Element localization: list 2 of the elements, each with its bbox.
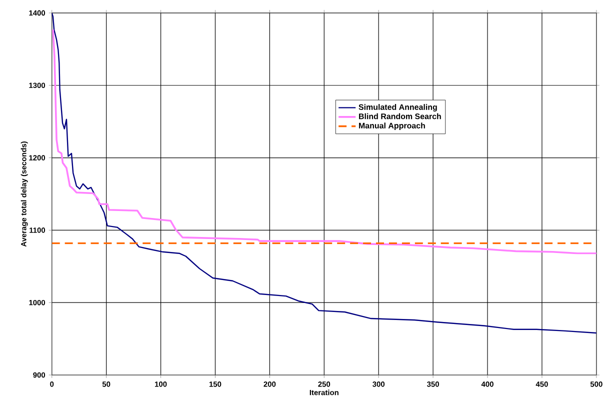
line-series <box>52 28 596 254</box>
line-series <box>52 13 596 334</box>
